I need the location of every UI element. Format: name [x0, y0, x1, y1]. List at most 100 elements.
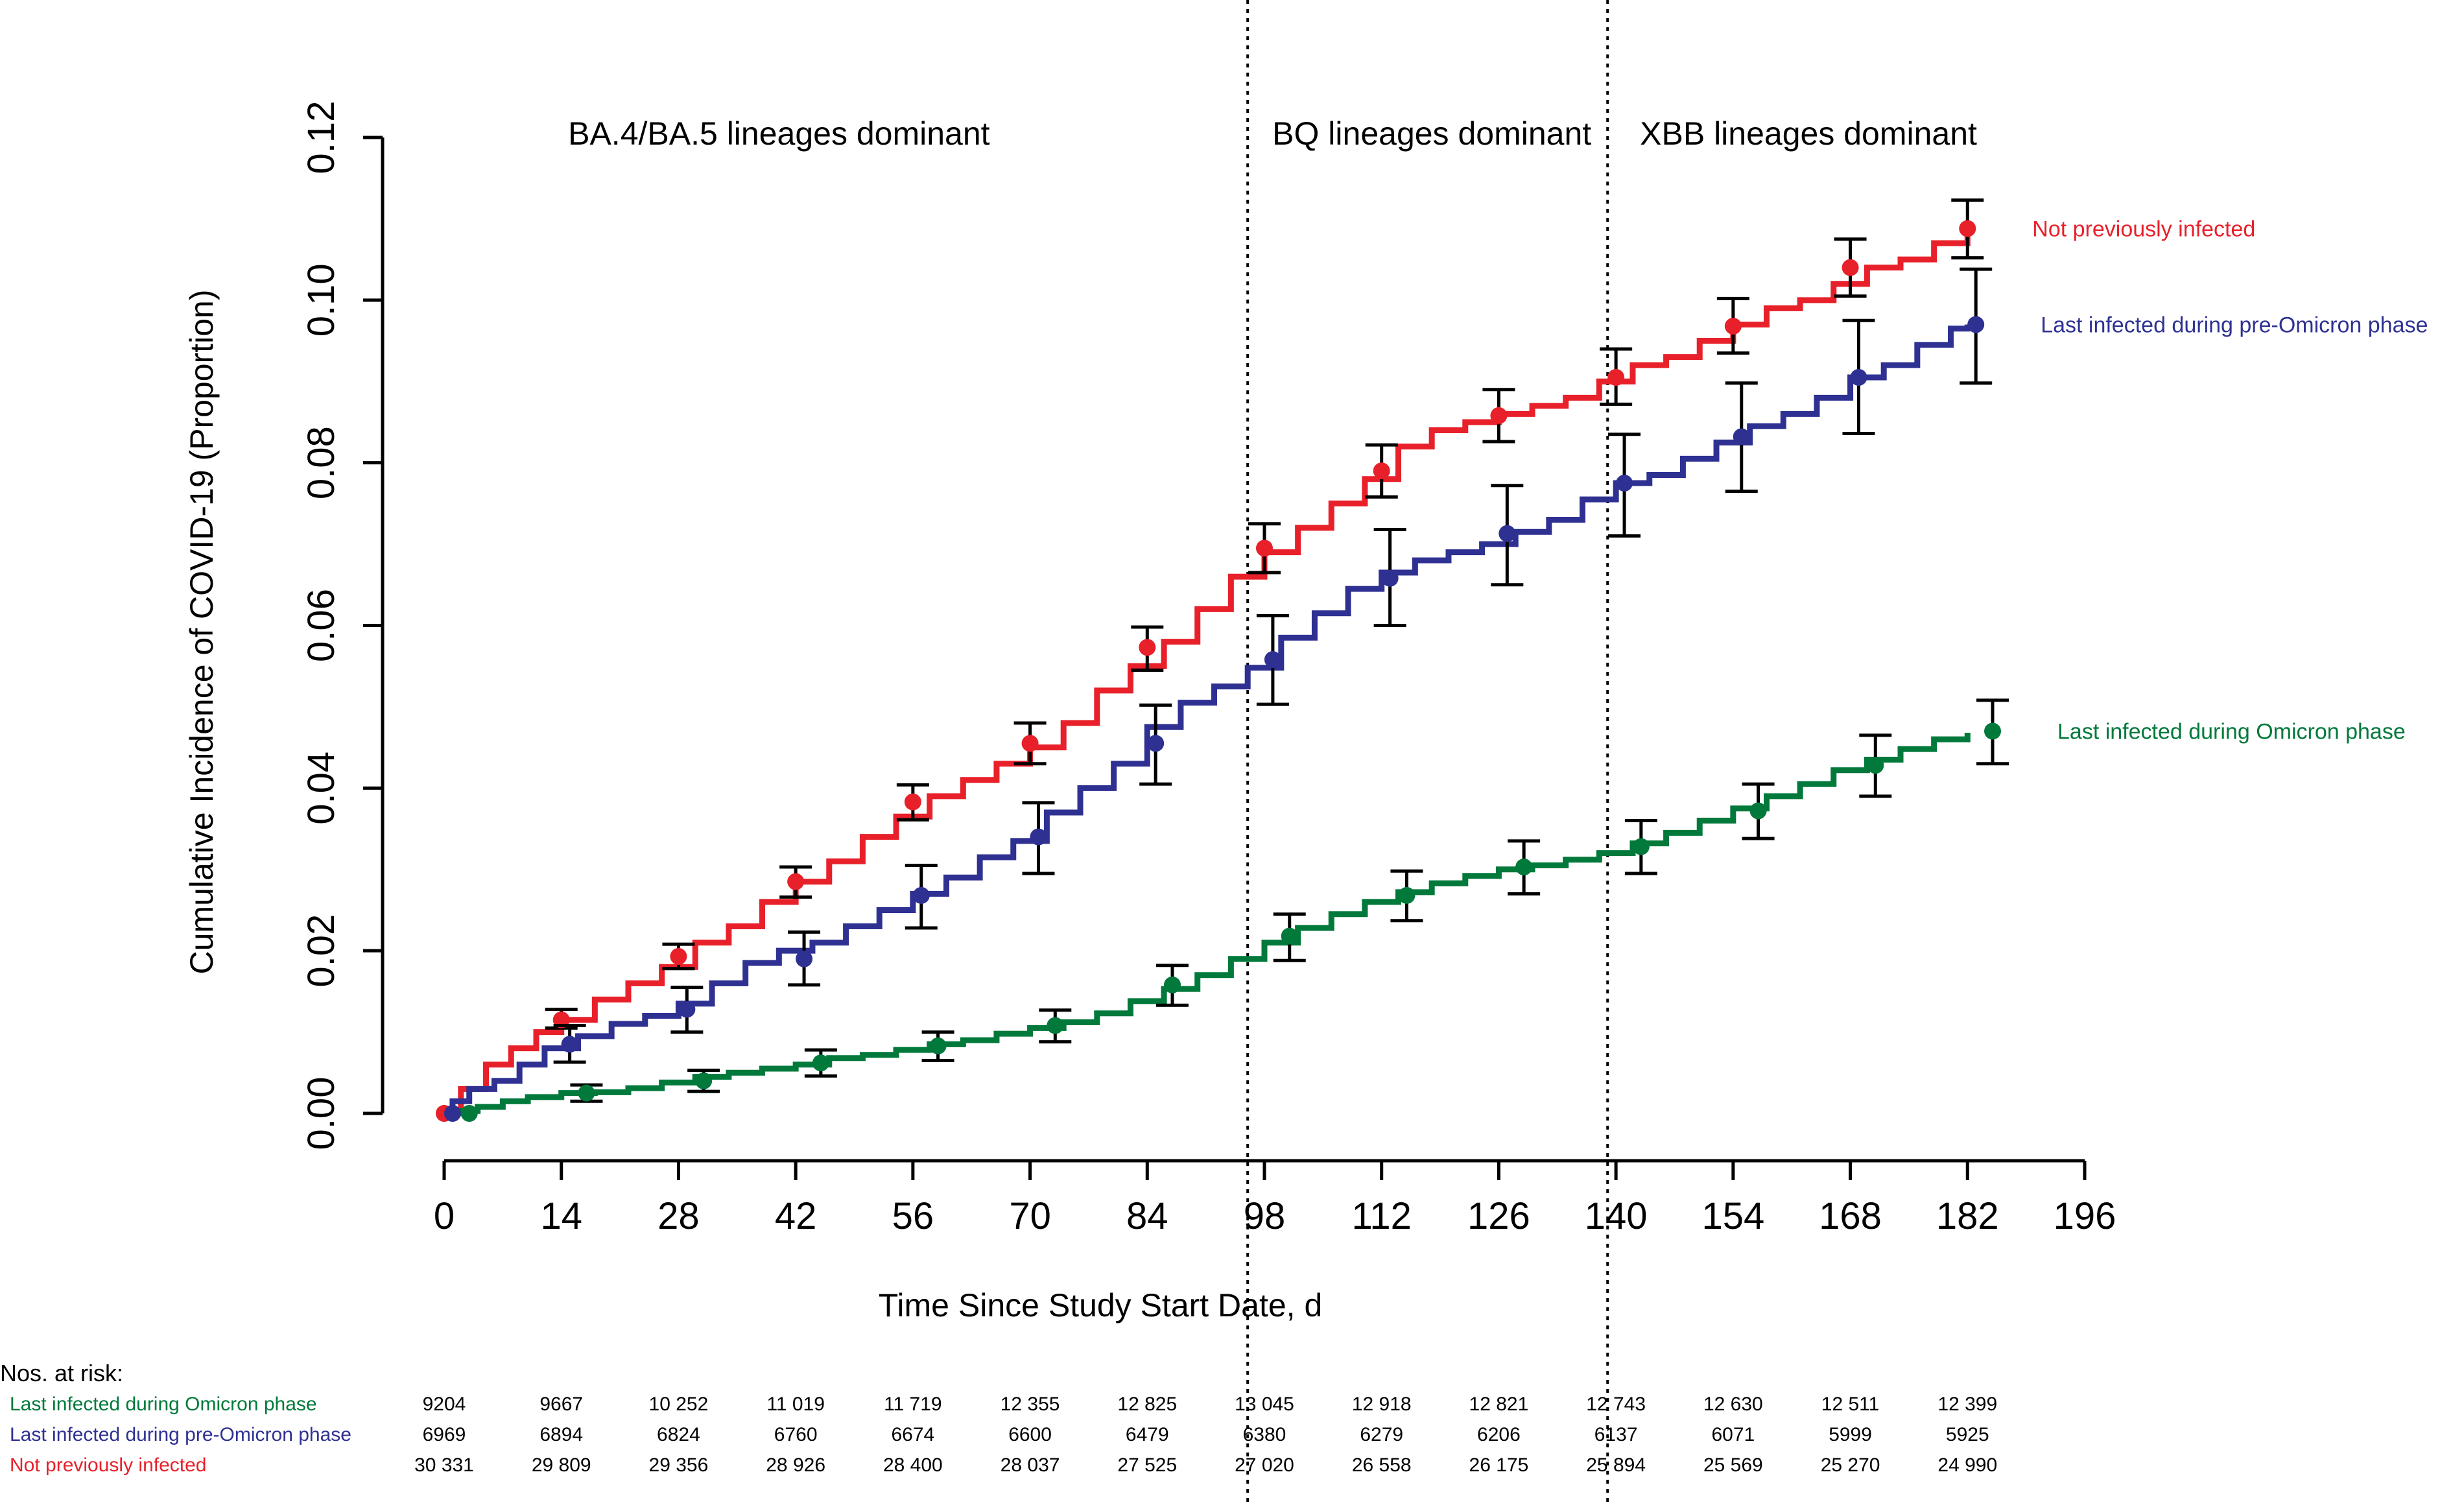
x-tick-label: 70: [1009, 1195, 1051, 1237]
at-risk-value: 9204: [423, 1394, 466, 1415]
data-point: [1515, 858, 1533, 875]
x-tick-label: 154: [1701, 1195, 1764, 1237]
at-risk-value: 10 252: [649, 1394, 709, 1415]
at-risk-value: 12 399: [1937, 1394, 1997, 1415]
data-point: [812, 1054, 829, 1072]
data-point: [1959, 220, 1976, 237]
at-risk-row-label: Last infected during Omicron phase: [10, 1394, 317, 1415]
y-tick-label: 0.04: [300, 752, 342, 825]
at-risk-value: 6137: [1594, 1424, 1638, 1445]
at-risk-value: 6760: [774, 1424, 818, 1445]
x-tick-label: 0: [434, 1195, 455, 1237]
at-risk-value: 27 020: [1235, 1454, 1294, 1476]
data-point: [1867, 757, 1884, 774]
series-line: [444, 733, 1971, 1117]
data-point: [1264, 651, 1281, 669]
data-point: [1164, 976, 1181, 993]
at-risk-value: 6824: [657, 1424, 700, 1445]
at-risk-row-label: Not previously infected: [10, 1454, 207, 1476]
data-point: [1490, 407, 1508, 424]
data-point: [796, 950, 813, 967]
at-risk-value: 5925: [1946, 1424, 1989, 1445]
x-tick-label: 126: [1467, 1195, 1530, 1237]
series-curves: [444, 226, 1971, 1117]
at-risk-value: 28 400: [883, 1454, 943, 1476]
at-risk-value: 6600: [1008, 1424, 1052, 1445]
period-label: BQ lineages dominant: [1272, 115, 1591, 152]
at-risk-value: 12 355: [1001, 1394, 1060, 1415]
y-tick-label: 0.12: [300, 101, 342, 174]
at-risk-value: 6380: [1243, 1424, 1286, 1445]
at-risk-row-label: Last infected during pre-Omicron phase: [10, 1424, 351, 1445]
y-tick-label: 0.06: [300, 589, 342, 662]
at-risk-value: 6206: [1477, 1424, 1521, 1445]
data-point: [1373, 462, 1390, 480]
series-label: Last infected during pre-Omicron phase: [2041, 313, 2428, 337]
x-tick-label: 56: [892, 1195, 934, 1237]
x-tick-label: 84: [1126, 1195, 1168, 1237]
x-tick-label: 98: [1244, 1195, 1286, 1237]
y-tick-label: 0.10: [300, 263, 342, 337]
axes: 0 14 28 42 56 70 84 98 112 126 140 154 168 182 196 Time…: [184, 101, 2116, 1323]
data-point: [1749, 802, 1767, 820]
at-risk-value: 25 894: [1586, 1454, 1646, 1476]
data-point: [904, 793, 921, 811]
data-point: [1147, 735, 1165, 752]
data-point: [670, 947, 687, 965]
at-risk-value: 27 525: [1117, 1454, 1177, 1476]
at-risk-value: 30 331: [414, 1454, 474, 1476]
at-risk-value: 13 045: [1235, 1394, 1294, 1415]
series-labels: Not previously infected Last infected dur…: [2032, 217, 2428, 744]
at-risk-value: 9667: [539, 1394, 583, 1415]
at-risk-value: 26 558: [1352, 1454, 1412, 1476]
at-risk-value: 5999: [1829, 1424, 1872, 1445]
at-risk-value: 12 743: [1586, 1394, 1646, 1415]
series-markers: [436, 198, 2009, 1122]
data-point: [1967, 316, 1985, 333]
data-point: [1632, 838, 1650, 855]
data-point: [1616, 475, 1633, 492]
data-point: [1607, 368, 1625, 386]
data-point: [1398, 886, 1416, 904]
at-risk-value: 6479: [1126, 1424, 1169, 1445]
at-risk-value: 26 175: [1469, 1454, 1529, 1476]
data-point: [460, 1105, 478, 1122]
period-labels: BA.4/BA.5 lineages dominant BQ lineages d…: [568, 115, 1977, 152]
series-label: Last infected during Omicron phase: [2057, 720, 2406, 744]
data-point: [929, 1037, 947, 1054]
y-tick-label: 0.08: [300, 426, 342, 499]
data-point: [444, 1105, 461, 1122]
at-risk-value: 29 809: [532, 1454, 591, 1476]
at-risk-value: 28 926: [766, 1454, 825, 1476]
at-risk-value: 6969: [423, 1424, 466, 1445]
x-tick-label: 28: [657, 1195, 700, 1237]
at-risk-table: Nos. at risk: Last infected during Omicro…: [0, 1360, 1997, 1476]
data-point: [1030, 828, 1047, 846]
x-axis-title: Time Since Study Start Date, d: [879, 1287, 1323, 1323]
at-risk-value: 6674: [891, 1424, 934, 1445]
at-risk-value: 12 630: [1703, 1394, 1763, 1415]
at-risk-value: 28 037: [1001, 1454, 1060, 1476]
data-point: [1733, 428, 1750, 445]
data-point: [1850, 368, 1867, 386]
data-point: [1281, 927, 1298, 945]
at-risk-value: 12 825: [1117, 1394, 1177, 1415]
x-tick-label: 112: [1351, 1195, 1411, 1237]
y-tick-label: 0.00: [300, 1077, 342, 1150]
at-risk-value: 24 990: [1937, 1454, 1997, 1476]
at-risk-value: 6071: [1711, 1424, 1755, 1445]
y-tick-label: 0.02: [300, 914, 342, 988]
x-tick-label: 140: [1585, 1195, 1648, 1237]
data-point: [1724, 317, 1742, 335]
period-dividers: [1246, 0, 1609, 1507]
series-label: Not previously infected: [2032, 217, 2255, 241]
data-point: [1984, 722, 2002, 740]
at-risk-value: 12 511: [1821, 1394, 1880, 1415]
at-risk-value: 29 356: [649, 1454, 709, 1476]
at-risk-value: 6279: [1360, 1424, 1403, 1445]
x-tick-label: 196: [2054, 1195, 2116, 1237]
data-point: [1139, 639, 1156, 656]
x-tick-label: 14: [540, 1195, 582, 1237]
x-tick-label: 42: [775, 1195, 817, 1237]
